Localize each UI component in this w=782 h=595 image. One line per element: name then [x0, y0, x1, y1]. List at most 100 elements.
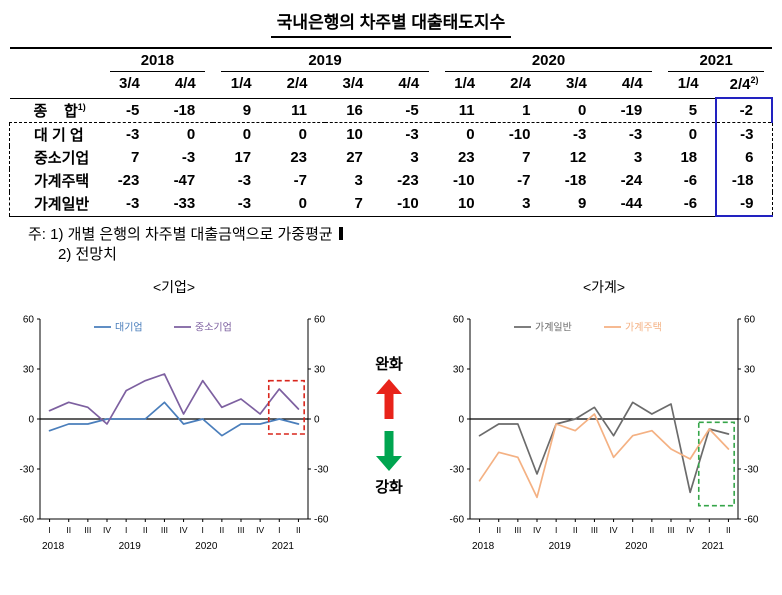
text-cursor — [338, 227, 343, 240]
value-cell: 27 — [346, 149, 363, 166]
direction-legend: 완화 강화 — [342, 277, 436, 497]
ease-up-arrow — [376, 379, 402, 419]
svg-text:I: I — [555, 525, 557, 535]
svg-text:-60: -60 — [744, 515, 759, 526]
corporate-chart: <기업> 60 60 30 30 0 0 -30 -30 -60 -60 I II III IV I II II… — [6, 277, 342, 564]
svg-text:0: 0 — [28, 415, 34, 426]
svg-text:II: II — [219, 525, 224, 535]
svg-text:I: I — [202, 525, 204, 535]
value-cell: 6 — [715, 146, 773, 169]
value-cell: -3 — [715, 122, 773, 146]
title-bar: 국내은행의 차주별 대출태도지수 — [0, 8, 782, 38]
value-cell: -23 — [397, 172, 419, 189]
series-line-가계주택 — [478, 413, 730, 499]
svg-text:III: III — [591, 525, 598, 535]
value-cell: 7 — [131, 149, 140, 166]
svg-text:-60: -60 — [20, 515, 35, 526]
value-cell: -10 — [508, 126, 531, 143]
svg-text:0: 0 — [458, 415, 464, 426]
svg-text:III: III — [161, 525, 168, 535]
value-cell: -18 — [564, 172, 587, 189]
svg-text:II: II — [296, 525, 301, 535]
svg-text:II: II — [573, 525, 578, 535]
value-cell: -3 — [405, 126, 419, 143]
svg-text:III: III — [84, 525, 91, 535]
value-cell: 12 — [569, 149, 587, 166]
footnote-2: 2) 전망치 — [28, 245, 782, 265]
svg-text:I: I — [708, 525, 710, 535]
value-cell: -23 — [117, 172, 140, 189]
value-cell: -3 — [126, 126, 140, 143]
svg-text:II: II — [143, 525, 148, 535]
value-cell: 0 — [298, 126, 307, 143]
svg-text:2021: 2021 — [702, 541, 725, 552]
value-cell: -3 — [101, 192, 158, 217]
row-label: 대 기 업 — [9, 122, 102, 146]
svg-text:II: II — [66, 525, 71, 535]
footnotes: 주: 1) 개별 은행의 차주별 대출금액으로 가중평균 2) 전망치 — [28, 225, 782, 265]
value-cell: -18 — [715, 169, 773, 192]
svg-text:60: 60 — [23, 315, 35, 326]
table-row: 가계일반 -3 -33 -3 0 7 -10 10 3 9 -44 -6 -9 — [9, 192, 773, 217]
row-label: 가계일반 — [9, 192, 102, 217]
year-header: 2019 — [213, 47, 437, 72]
svg-text:2018: 2018 — [472, 541, 495, 552]
quarter-header: 3/4 — [548, 72, 605, 99]
quarter-header: 3/4 — [325, 72, 381, 99]
svg-text:I: I — [632, 525, 634, 535]
svg-text:I: I — [478, 525, 480, 535]
corner-cell — [9, 72, 102, 99]
series-line-대기업 — [48, 401, 300, 437]
year-header: 2020 — [436, 47, 661, 72]
value-cell: -24 — [620, 172, 643, 189]
svg-text:2021: 2021 — [272, 541, 295, 552]
value-cell: -10 — [452, 172, 475, 189]
value-cell: -3 — [628, 126, 643, 143]
svg-text:I: I — [278, 525, 280, 535]
series-line-가계일반 — [478, 401, 730, 494]
value-cell: 0 — [688, 126, 698, 143]
value-cell: -9 — [715, 192, 773, 217]
svg-text:0: 0 — [744, 415, 750, 426]
value-cell: 11 — [436, 98, 493, 123]
value-cell: 0 — [548, 98, 605, 123]
value-cell: 17 — [234, 149, 252, 166]
ease-label: 완화 — [375, 356, 403, 373]
lending-table: 2018 2019 2020 2021 3/4 4/4 1/4 2/4 3/4 4/4 1/4 2/4… — [9, 47, 773, 217]
value-cell: 1 — [492, 98, 549, 123]
charts-section: <기업> 60 60 30 30 0 0 -30 -30 -60 -60 I II III IV I II II… — [0, 277, 782, 564]
table-row: 중소기업 7 -3 17 23 27 3 23 7 12 3 18 6 — [9, 146, 773, 169]
value-cell: 11 — [269, 98, 325, 123]
page-title: 국내은행의 차주별 대출태도지수 — [270, 8, 512, 38]
svg-text:IV: IV — [686, 525, 694, 535]
svg-text:IV: IV — [533, 525, 541, 535]
footnote-1-text: 주: 1) 개별 은행의 차주별 대출금액으로 가중평균 — [28, 226, 333, 243]
quarter-header: 2/42) — [716, 72, 772, 99]
svg-text:IV: IV — [103, 525, 111, 535]
value-cell: 9 — [548, 192, 605, 217]
quarter-header: 1/4 — [436, 72, 493, 99]
quarter-header: 3/4 — [101, 72, 158, 99]
svg-text:-60: -60 — [314, 515, 329, 526]
table-row: 종 합1) -5 -18 9 11 16 -5 11 1 0 -19 5 -2 — [9, 97, 773, 123]
value-cell: 3 — [633, 149, 643, 166]
corner-cell — [9, 47, 102, 72]
row-label: 가계주택 — [9, 169, 102, 192]
value-cell: -5 — [380, 98, 437, 123]
value-cell: 7 — [522, 149, 531, 166]
quarter-header: 4/4 — [157, 72, 214, 99]
value-cell: -19 — [604, 98, 661, 123]
value-cell: 23 — [457, 149, 475, 166]
value-cell: 7 — [325, 192, 381, 217]
svg-text:II: II — [649, 525, 654, 535]
svg-text:II: II — [726, 525, 731, 535]
value-cell: -3 — [573, 126, 587, 143]
svg-text:30: 30 — [314, 365, 326, 376]
value-cell: -6 — [660, 192, 717, 217]
quarter-header: 2/4 — [492, 72, 549, 99]
table-row: 가계주택 -23 -47 -3 -7 3 -23 -10 -7 -18 -24 -6 -18 — [9, 169, 773, 192]
quarter-header-row: 3/4 4/4 1/4 2/4 3/4 4/4 1/4 2/4 3/4 4/4 1/4 2/42) — [9, 72, 772, 99]
value-cell: 0 — [242, 126, 252, 143]
